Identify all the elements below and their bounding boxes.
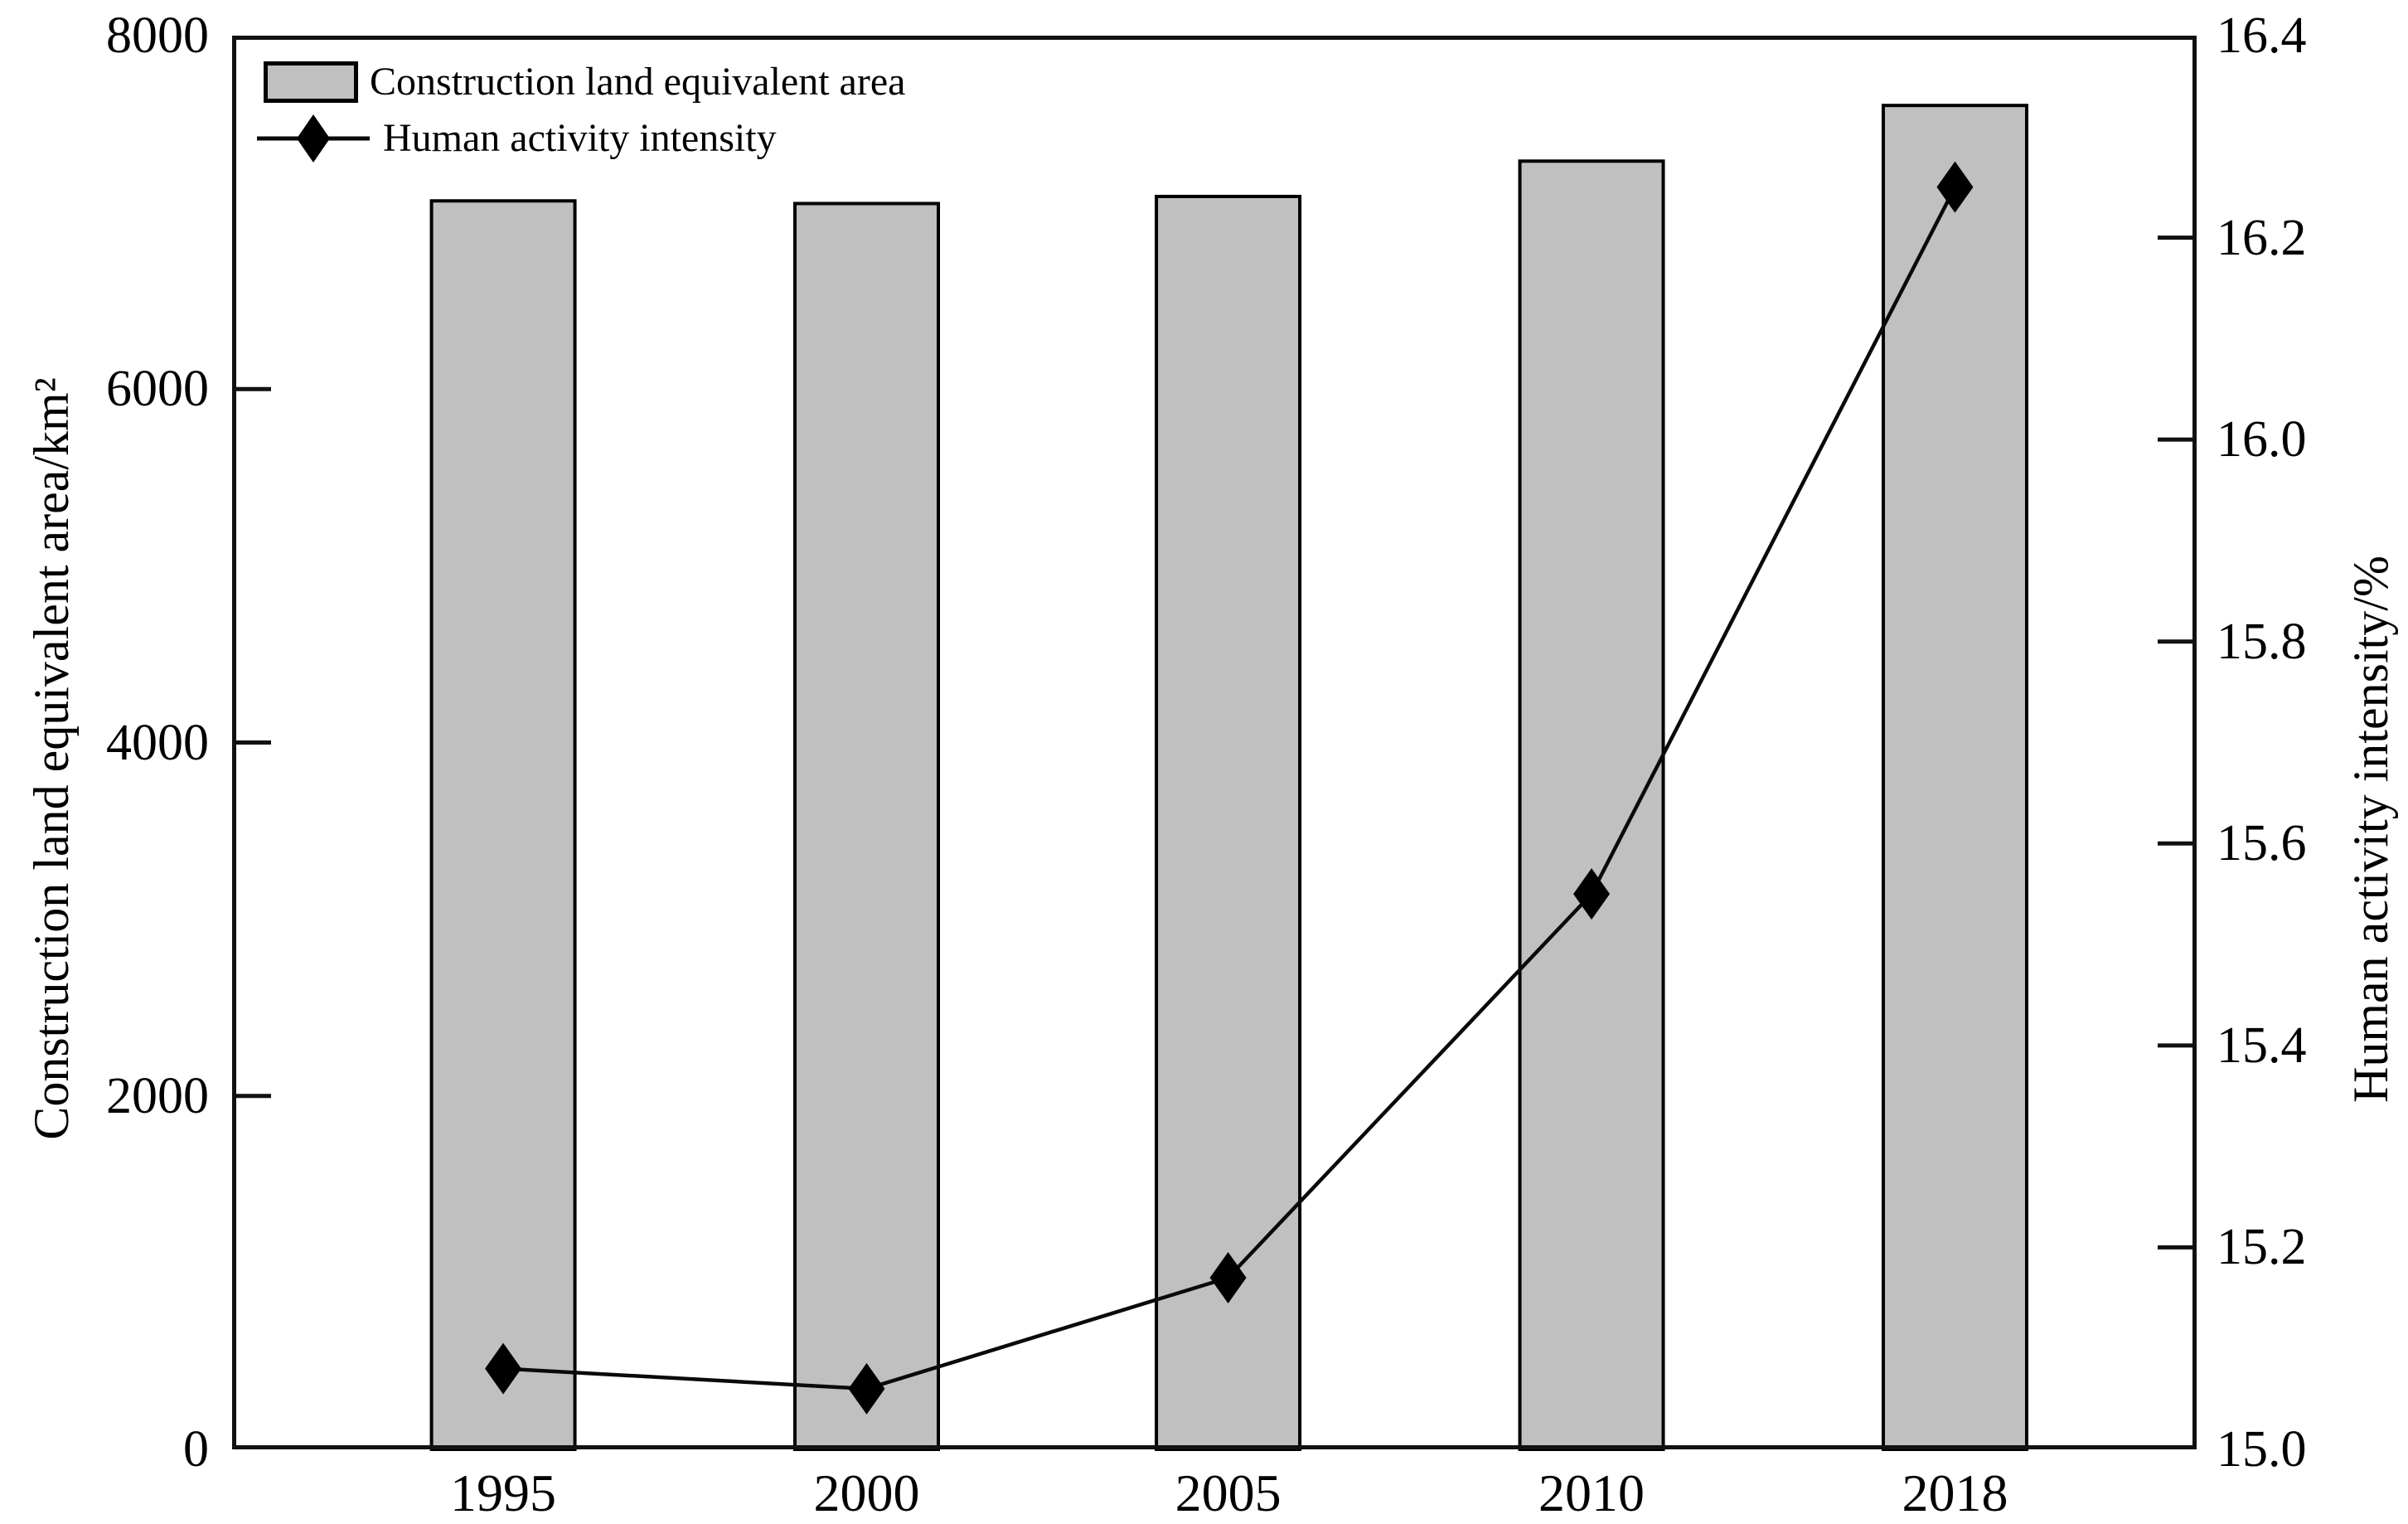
bar-1995 bbox=[429, 199, 577, 1452]
left-tick-label-4000: 4000 bbox=[106, 714, 209, 771]
legend-label-bar: Construction land equivalent area bbox=[370, 60, 906, 104]
right-tick-label-15.0: 15.0 bbox=[2217, 1421, 2307, 1478]
right-tick-label-15.2: 15.2 bbox=[2217, 1219, 2307, 1276]
legend-label-line: Human activity intensity bbox=[383, 116, 777, 160]
x-tick-label-2000: 2000 bbox=[813, 1463, 920, 1522]
right-tick-label-16.0: 16.0 bbox=[2217, 411, 2307, 468]
bar-2018 bbox=[1881, 104, 2028, 1452]
right-tick-label-16.2: 16.2 bbox=[2217, 209, 2307, 266]
x-tick-label-1995: 1995 bbox=[450, 1463, 557, 1522]
right-tick-label-15.6: 15.6 bbox=[2217, 815, 2307, 872]
right-tick-label-16.4: 16.4 bbox=[2217, 7, 2307, 64]
x-tick-label-2005: 2005 bbox=[1175, 1463, 1282, 1522]
diamond-marker-2010 bbox=[1573, 868, 1611, 920]
legend-line-diamond-icon bbox=[257, 114, 370, 163]
chart-svg bbox=[232, 36, 2197, 1452]
diamond-marker-2005 bbox=[1209, 1251, 1247, 1303]
bar-2000 bbox=[793, 201, 941, 1451]
left-tick-label-0: 0 bbox=[183, 1421, 209, 1478]
bar-2005 bbox=[1155, 194, 1302, 1452]
left-tick-label-2000: 2000 bbox=[106, 1067, 209, 1124]
x-tick-label-2010: 2010 bbox=[1538, 1463, 1645, 1522]
legend: Construction land equivalent area Human … bbox=[257, 56, 905, 169]
x-tick-label-2018: 2018 bbox=[1902, 1463, 2008, 1522]
legend-item-line: Human activity intensity bbox=[257, 113, 905, 164]
plot-area bbox=[232, 36, 2197, 1452]
legend-item-bar: Construction land equivalent area bbox=[257, 56, 905, 108]
right-tick-label-15.4: 15.4 bbox=[2217, 1017, 2307, 1074]
diamond-marker-2000 bbox=[848, 1362, 885, 1415]
diamond-marker-2018 bbox=[1936, 161, 1974, 213]
left-tick-label-6000: 6000 bbox=[106, 361, 209, 418]
plot-frame bbox=[232, 36, 2197, 1449]
diamond-marker-1995 bbox=[485, 1342, 522, 1395]
left-tick-label-8000: 8000 bbox=[106, 7, 209, 64]
legend-bar-swatch-icon bbox=[264, 61, 358, 103]
right-tick-label-15.8: 15.8 bbox=[2217, 613, 2307, 670]
bar-2010 bbox=[1518, 159, 1665, 1452]
